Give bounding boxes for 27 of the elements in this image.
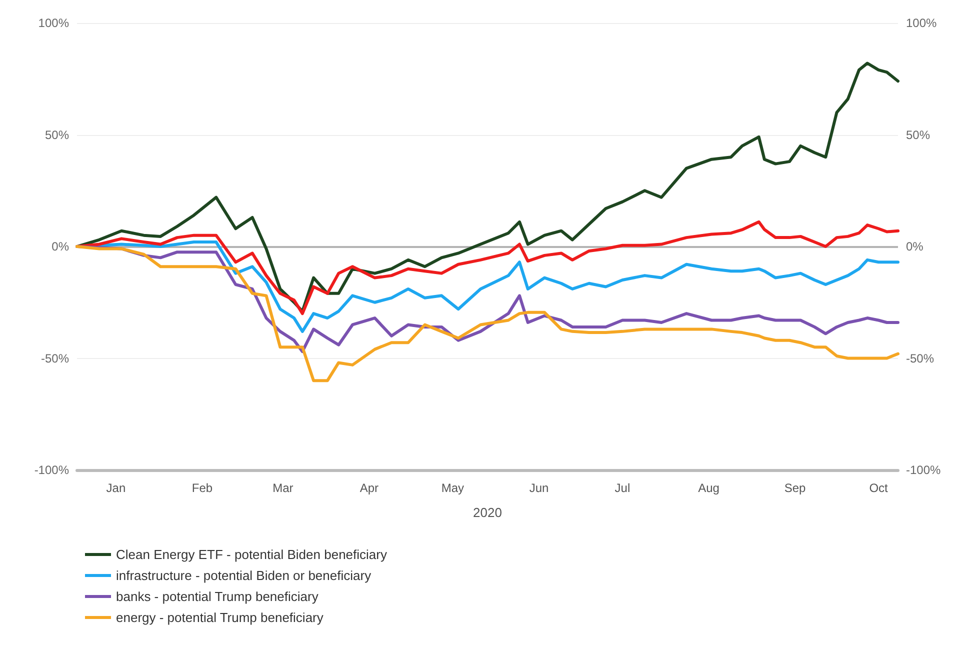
y2-tick-label: -50% bbox=[906, 351, 934, 366]
x-tick-label: Feb bbox=[192, 481, 213, 495]
y-tick-label: -50% bbox=[40, 351, 70, 366]
y2-tick-label: 50% bbox=[906, 128, 930, 142]
x-tick-label: Mar bbox=[272, 481, 294, 495]
y2-tick-label: 100% bbox=[906, 16, 938, 30]
x-tick-label: May bbox=[441, 481, 464, 495]
x-tick-label: Jan bbox=[106, 481, 126, 495]
x-tick-label: Aug bbox=[698, 481, 720, 495]
x-tick-label: Apr bbox=[360, 481, 379, 495]
legend-label: energy - potential Trump beneficiary bbox=[116, 610, 324, 625]
line-series bbox=[76, 245, 900, 382]
legend-label: Clean Energy ETF - potential Biden beneficiary bbox=[116, 547, 388, 562]
line-series bbox=[76, 62, 900, 313]
y-tick-label: -100% bbox=[34, 463, 70, 477]
y-tick-label: 0% bbox=[52, 240, 70, 254]
y2-tick-label: -100% bbox=[906, 463, 942, 477]
x-tick-label: Sep bbox=[784, 481, 806, 495]
legend-label: banks - potential Trump beneficiary bbox=[116, 589, 319, 604]
y-tick-label: 50% bbox=[44, 128, 70, 142]
legend-label: infrastructure - potential Biden or beneficiary bbox=[116, 568, 372, 583]
x-axis-title: 2020 bbox=[473, 505, 502, 520]
y-tick-label: 100% bbox=[38, 16, 70, 30]
x-tick-label: Oct bbox=[869, 481, 889, 495]
x-tick-label: Jun bbox=[529, 481, 549, 495]
y2-tick-label: 0% bbox=[906, 240, 924, 254]
x-tick-label: Jul bbox=[614, 481, 630, 495]
